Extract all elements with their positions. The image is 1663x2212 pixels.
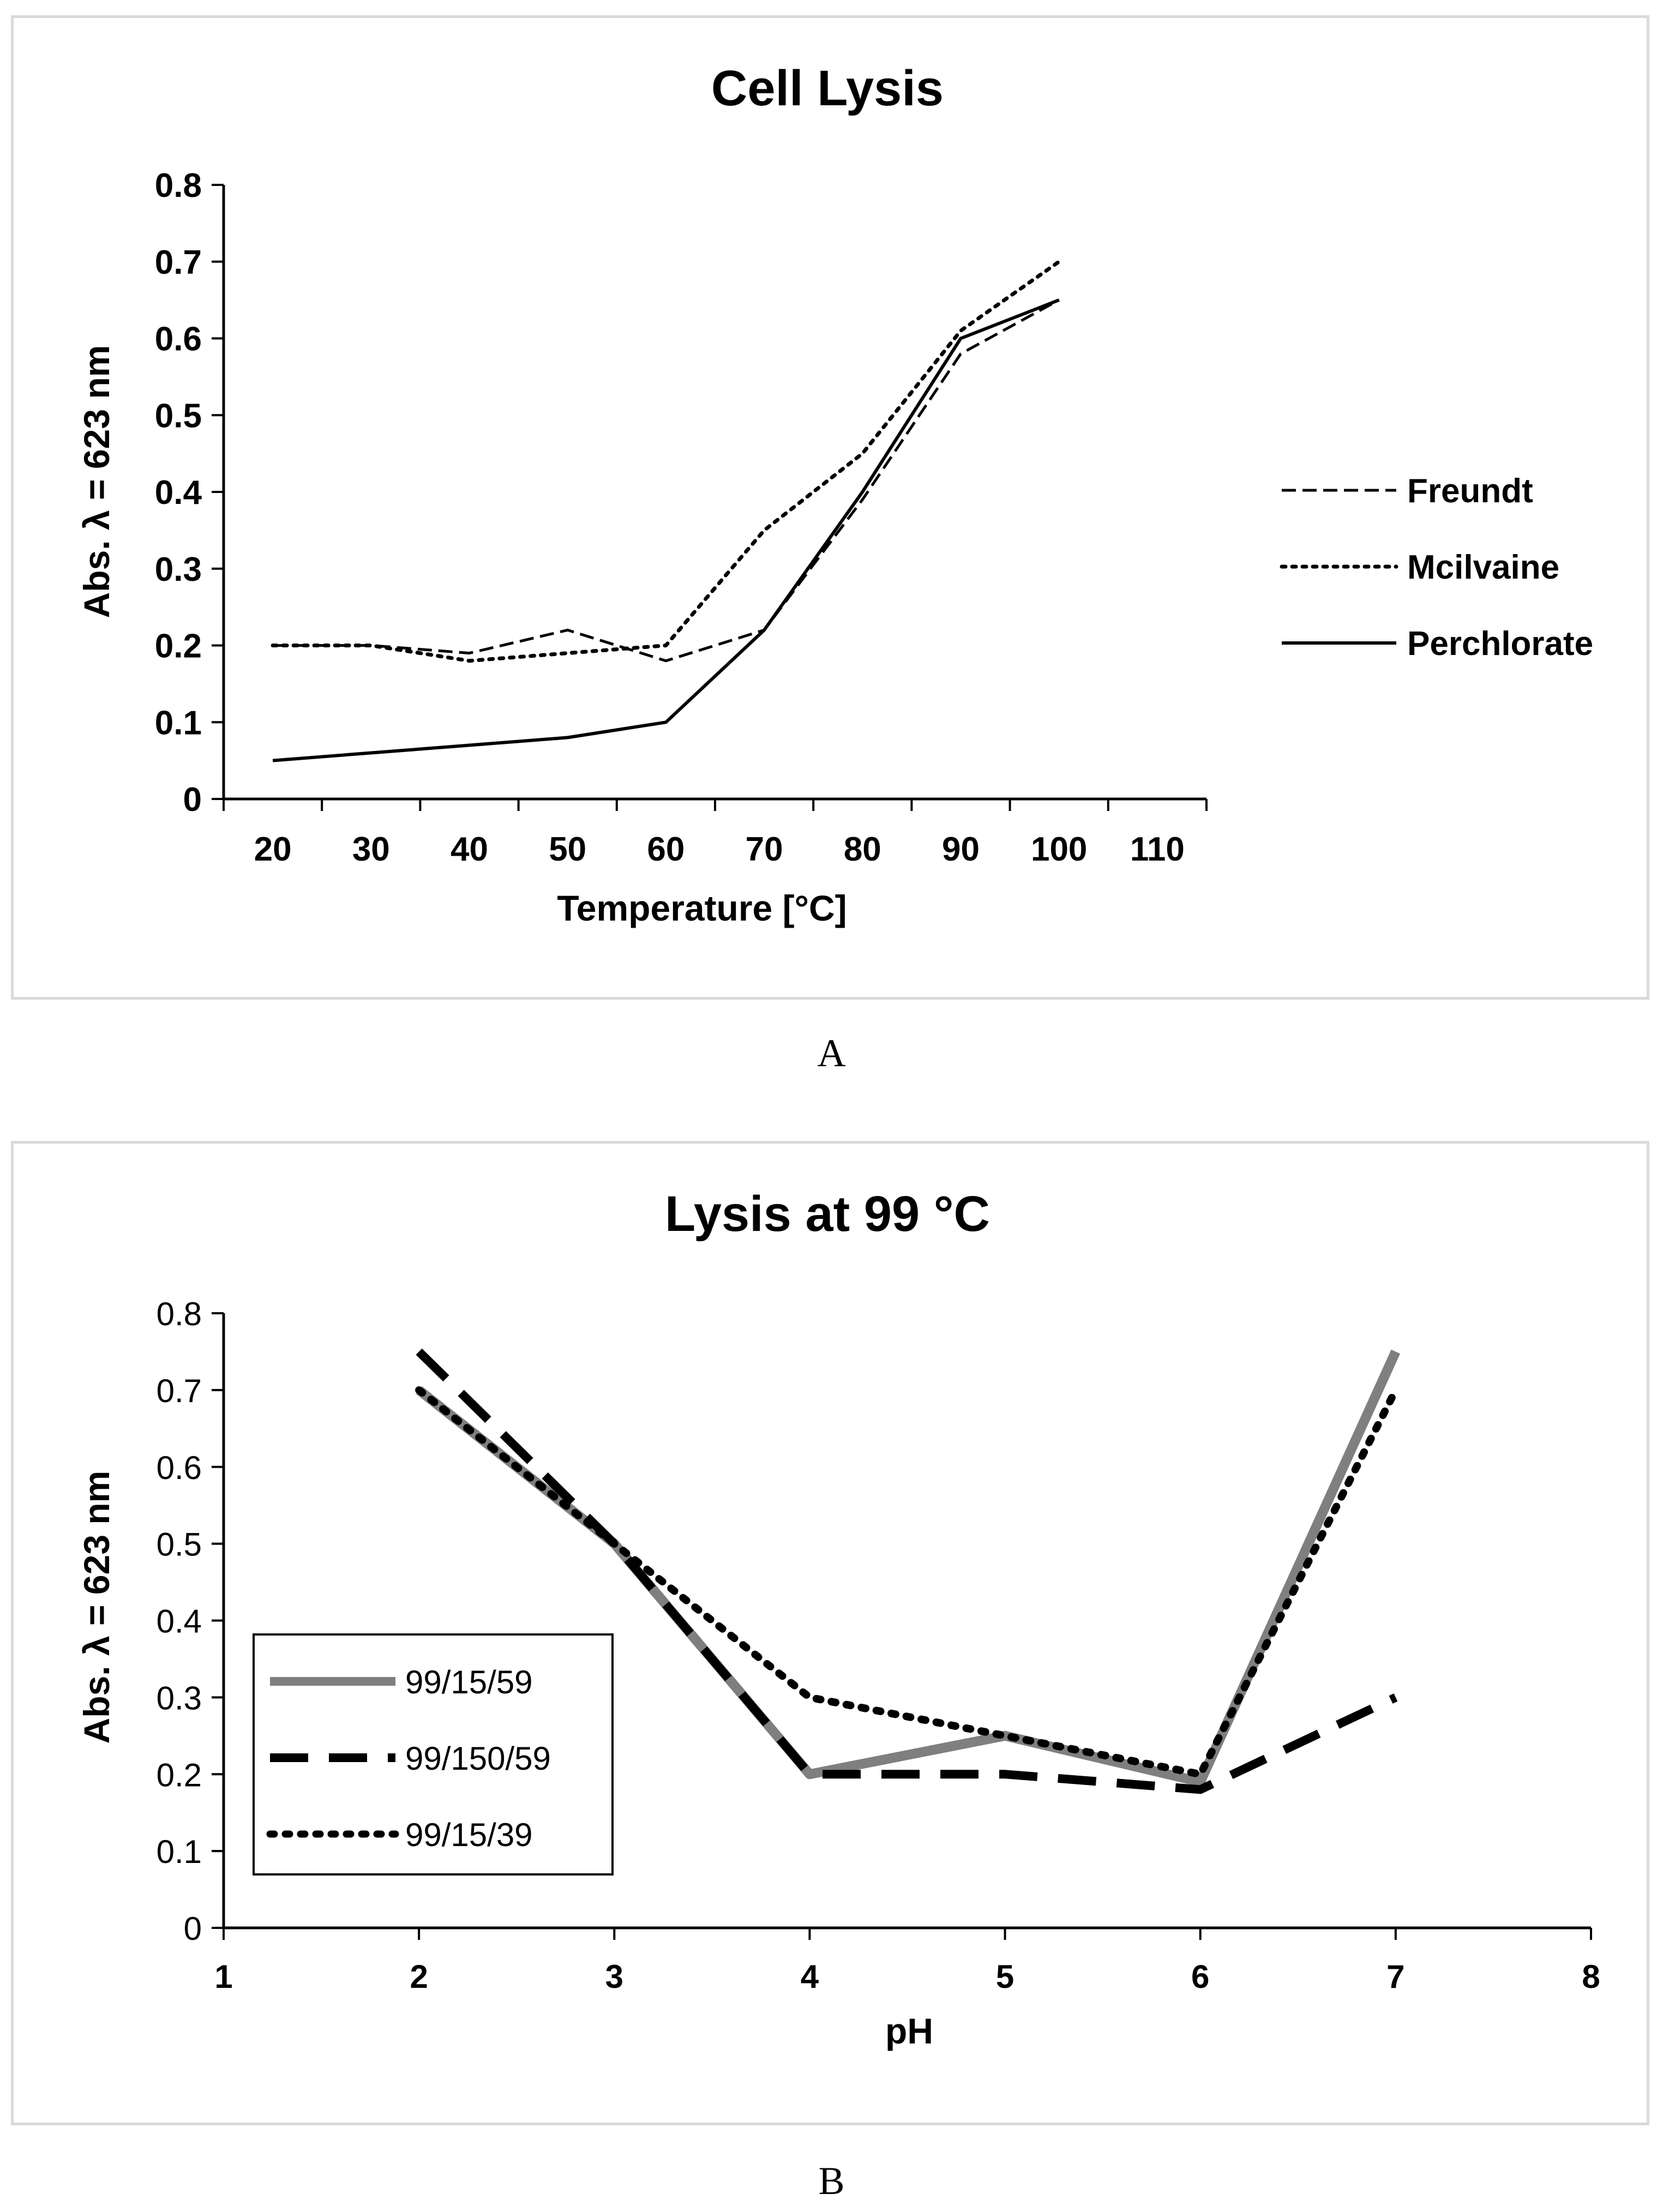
chart-a-axes: 0 0.1 0.2 0.3 0.4 0.5 0.6 0.7 0.8 20 30 40 50 60 70 80 9…	[155, 167, 1208, 868]
chart-b-title: Lysis at 99 °C	[665, 1186, 990, 1242]
x-tick-label: 40	[451, 831, 488, 868]
y-tick-label: 0.4	[155, 474, 202, 512]
x-tick-label: 70	[746, 831, 783, 868]
chart-b-legend: 99/15/59 99/150/59 99/15/39	[253, 1633, 614, 1876]
chart-panel-b: Lysis at 99 °C Abs. λ = 623 nm pH 0 0.1 0.…	[11, 1141, 1649, 2125]
x-tick-label: 3	[605, 1958, 623, 1995]
x-tick-label: 6	[1191, 1958, 1209, 1995]
x-tick-label: 5	[996, 1958, 1014, 1995]
figure-caption-a: A	[817, 1031, 846, 1075]
legend-entry-label: Freundt	[1407, 472, 1533, 510]
x-tick-label: 4	[801, 1958, 819, 1995]
y-tick-label: 0.1	[155, 704, 202, 742]
y-tick-label: 0.6	[155, 321, 202, 358]
y-tick-label: 0	[183, 781, 202, 819]
y-tick-label: 0.2	[155, 628, 202, 665]
x-tick-label: 1	[214, 1958, 232, 1995]
legend-entry-label: Mcilvaine	[1407, 549, 1559, 586]
y-tick-label: 0.5	[155, 397, 202, 435]
chart-a-title: Cell Lysis	[711, 61, 944, 116]
chart-b-axes: 0 0.1 0.2 0.3 0.4 0.5 0.6 0.7 0.8 1 2 3 4 5 6 7 8	[157, 1296, 1600, 1995]
chart-b-svg: Lysis at 99 °C Abs. λ = 623 nm pH 0 0.1 0.…	[76, 1186, 1600, 2051]
chart-b-series-lines	[415, 1348, 1401, 1794]
y-tick-label: 0.7	[155, 244, 202, 281]
x-tick-label: 90	[942, 831, 980, 868]
x-tick-label: 8	[1582, 1958, 1600, 1995]
series-line-freundt	[273, 298, 1060, 663]
legend-entry-label: 99/150/59	[405, 1740, 551, 1777]
figure-caption-b: B	[818, 2159, 845, 2203]
y-tick-label: 0.8	[155, 167, 202, 205]
x-tick-label: 7	[1386, 1958, 1404, 1995]
x-tick-label: 110	[1130, 831, 1185, 868]
series-line-99-15-39	[415, 1386, 1400, 1778]
x-tick-label: 100	[1031, 831, 1087, 868]
series-line-perchlorate	[272, 298, 1060, 762]
y-tick-label: 0	[184, 1910, 202, 1947]
x-tick-label: 30	[352, 831, 390, 868]
chart-a-y-axis-label: Abs. λ = 623 nm	[76, 345, 117, 618]
y-tick-label: 0.4	[157, 1603, 202, 1640]
y-tick-label: 0.8	[157, 1296, 202, 1332]
series-line-99-150-59	[416, 1348, 1398, 1794]
legend-entry-label: 99/15/59	[405, 1664, 533, 1700]
y-tick-label: 0.7	[157, 1373, 202, 1409]
y-tick-label: 0.5	[157, 1526, 202, 1563]
chart-a-series-lines	[271, 260, 1061, 762]
x-tick-label: 80	[844, 831, 881, 868]
x-tick-label: 60	[647, 831, 685, 868]
y-tick-label: 0.6	[157, 1450, 202, 1486]
x-tick-label: 2	[410, 1958, 428, 1995]
legend-entry-label: 99/15/39	[405, 1817, 533, 1853]
y-tick-label: 0.3	[155, 551, 202, 588]
chart-a-legend: Freundt Mcilvaine Perchlorate	[1280, 472, 1593, 663]
chart-a-svg: Cell Lysis Abs. λ = 623 nm Temperature […	[76, 61, 1593, 928]
legend-entry-label: Perchlorate	[1407, 625, 1593, 663]
chart-b-x-axis-label: pH	[885, 2011, 933, 2051]
chart-panel-a: Cell Lysis Abs. λ = 623 nm Temperature […	[11, 15, 1649, 1000]
y-tick-label: 0.1	[157, 1834, 202, 1870]
y-tick-label: 0.3	[157, 1680, 202, 1716]
x-tick-label: 20	[254, 831, 292, 868]
x-tick-label: 50	[549, 831, 586, 868]
chart-a-x-axis-label: Temperature [°C]	[557, 888, 846, 928]
y-tick-label: 0.2	[157, 1757, 202, 1793]
chart-b-y-axis-label: Abs. λ = 623 nm	[76, 1471, 117, 1744]
series-line-mcilvaine	[271, 260, 1061, 663]
